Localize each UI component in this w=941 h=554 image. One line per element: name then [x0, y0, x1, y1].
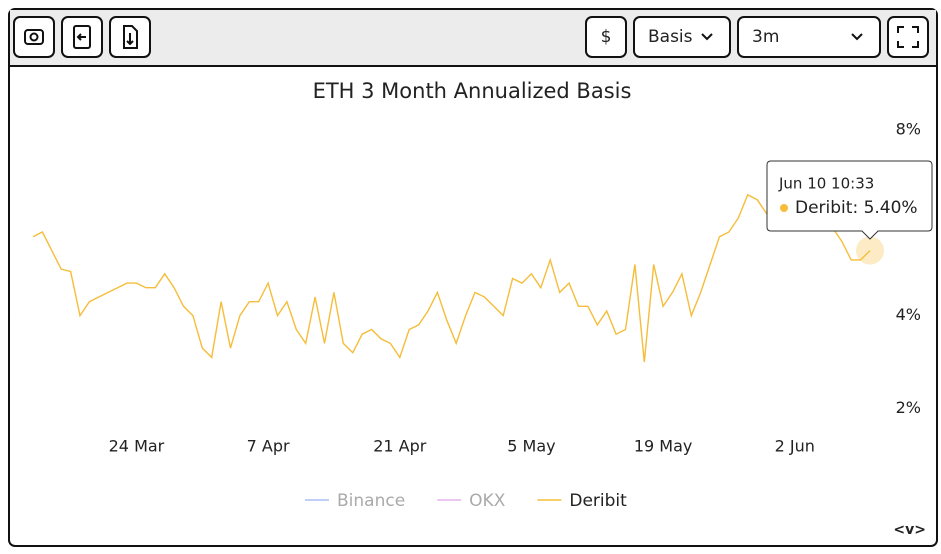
frame [8, 8, 938, 547]
range-label: 3m [752, 27, 779, 47]
x-tick-label: 24 Mar [109, 437, 165, 456]
y-tick-label: 4% [896, 305, 921, 324]
hover-highlight [856, 236, 884, 265]
x-tick-label: 21 Apr [373, 437, 427, 456]
currency-label: $ [601, 27, 612, 47]
legend-label: Binance [337, 491, 405, 511]
fullscreen-button[interactable] [887, 16, 929, 58]
download-button[interactable] [109, 16, 151, 58]
x-tick-label: 7 Apr [247, 437, 290, 456]
tooltip: Jun 10 10:33 Deribit: 5.40% [766, 160, 933, 240]
legend-item[interactable]: Binance [305, 491, 405, 511]
series-line [32, 193, 871, 363]
metric-select[interactable]: Basis [633, 16, 731, 58]
nav-toggle[interactable]: <v> [893, 522, 926, 538]
legend-label: OKX [469, 491, 506, 511]
y-tick-label: 8% [896, 119, 921, 138]
legend-item[interactable]: OKX [437, 491, 506, 511]
range-select[interactable]: 3m [737, 16, 881, 58]
camera-button[interactable] [13, 16, 55, 58]
y-tick-label: 2% [896, 398, 921, 417]
tooltip-title: Jun 10 10:33 [778, 175, 874, 193]
chart-title: ETH 3 Month Annualized Basis [313, 79, 632, 103]
legend-label: Deribit [569, 491, 627, 511]
tooltip-label: Deribit: 5.40% [795, 198, 918, 218]
x-tick-label: 19 May [634, 437, 693, 456]
tooltip-dot [780, 204, 788, 212]
x-tick-label: 5 May [507, 437, 555, 456]
copy-button[interactable] [61, 16, 103, 58]
metric-label: Basis [648, 27, 693, 47]
x-tick-label: 2 Jun [775, 437, 815, 456]
legend-item[interactable]: Deribit [537, 491, 627, 511]
tooltip-box [766, 160, 933, 240]
currency-button[interactable]: $ [585, 16, 627, 58]
